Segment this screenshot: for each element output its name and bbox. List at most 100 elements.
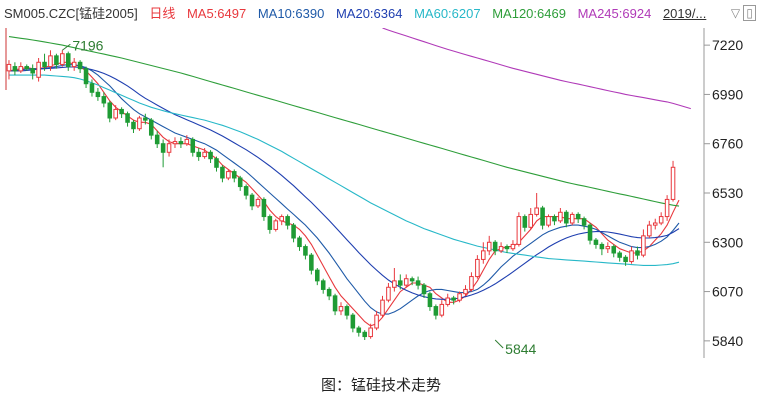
candle-body	[528, 213, 534, 228]
annotation-leader	[494, 339, 504, 349]
candle	[356, 325, 362, 337]
ma-line-ma10	[9, 63, 680, 315]
ma-line-ma60	[9, 74, 680, 266]
candle	[48, 50, 53, 71]
candle-body	[89, 83, 95, 93]
candle	[380, 295, 385, 318]
candle-body	[344, 306, 350, 316]
candle-body	[315, 269, 320, 282]
candle-body	[481, 250, 486, 260]
candle-body	[42, 61, 47, 68]
candle	[344, 304, 350, 320]
candle	[421, 283, 427, 298]
candle	[647, 220, 652, 238]
candle-body	[629, 250, 634, 263]
candle-body	[599, 243, 605, 250]
ma-line-ma120	[8, 36, 680, 207]
ma-line-ma245	[382, 28, 691, 110]
candle-body	[71, 61, 77, 68]
candle	[285, 214, 290, 230]
bookmark-icon[interactable]: ▯	[743, 5, 756, 21]
candle-body	[297, 237, 302, 248]
candle-body	[593, 239, 599, 245]
candle-body	[143, 117, 148, 121]
candle	[362, 330, 367, 340]
candle-body	[214, 158, 219, 168]
candle-body	[166, 143, 172, 153]
candle	[522, 214, 528, 232]
candle-body	[433, 306, 439, 316]
ma245-label: MA245:6924	[577, 6, 652, 21]
candle	[143, 113, 148, 125]
candle	[575, 212, 581, 223]
candle	[231, 169, 237, 183]
candle	[237, 175, 243, 191]
candle	[445, 293, 451, 307]
candle	[398, 274, 403, 290]
candle-body	[522, 216, 528, 228]
candle-body	[451, 297, 456, 301]
candle-body	[374, 314, 379, 329]
candle-body	[457, 293, 462, 301]
candle-body	[12, 66, 18, 72]
candle	[486, 235, 492, 256]
candle	[18, 62, 24, 73]
candle	[178, 137, 184, 148]
candle-body	[30, 68, 35, 74]
candle-body	[320, 280, 326, 290]
candle-body	[18, 66, 24, 72]
candle	[89, 79, 95, 97]
candle-body	[107, 102, 113, 119]
y-tick-label: 6070	[712, 284, 743, 300]
candle	[326, 287, 332, 301]
candle	[137, 115, 142, 131]
candle-body	[587, 224, 593, 241]
dropdown-icon[interactable]: ▽	[730, 6, 741, 20]
candle-body	[504, 246, 510, 250]
candle-body	[575, 213, 581, 220]
candle	[587, 223, 593, 245]
ma5-label: MA5:6497	[186, 6, 247, 21]
candle	[202, 148, 207, 159]
candle-body	[569, 213, 575, 224]
candle	[623, 255, 628, 266]
candle-body	[534, 207, 539, 215]
y-tick-label: 6300	[712, 234, 743, 250]
candle-body	[332, 295, 338, 312]
candle	[243, 184, 249, 200]
candle	[481, 242, 486, 264]
candle-body	[279, 216, 284, 222]
candle-body	[652, 222, 658, 226]
candle-body	[445, 297, 451, 305]
candle	[469, 272, 474, 292]
candle	[457, 291, 462, 303]
candle	[172, 137, 178, 148]
candle-body	[77, 61, 83, 70]
candle-body	[148, 119, 154, 136]
candle-body	[137, 117, 142, 130]
candle	[475, 255, 480, 279]
candle	[528, 208, 534, 230]
y-tick-label: 6990	[712, 86, 743, 102]
candle-body	[291, 224, 296, 239]
candle-body	[101, 96, 107, 104]
candle-body	[475, 258, 480, 278]
candle	[392, 268, 397, 292]
date-label: 2019/...	[662, 6, 707, 21]
candle	[71, 58, 77, 71]
candle	[119, 107, 124, 118]
candle	[605, 242, 611, 253]
candle	[581, 216, 587, 230]
candle	[386, 283, 391, 303]
candle-body	[6, 63, 12, 72]
candle-body	[184, 138, 190, 145]
candle-body	[670, 166, 676, 200]
candle	[374, 310, 379, 331]
candle	[148, 118, 154, 140]
candle-body	[249, 194, 255, 207]
symbol-name: [锰硅2005]	[75, 6, 138, 21]
candle-body	[326, 288, 332, 297]
candle	[77, 60, 83, 73]
candle	[190, 137, 196, 157]
candle-body	[255, 198, 261, 207]
